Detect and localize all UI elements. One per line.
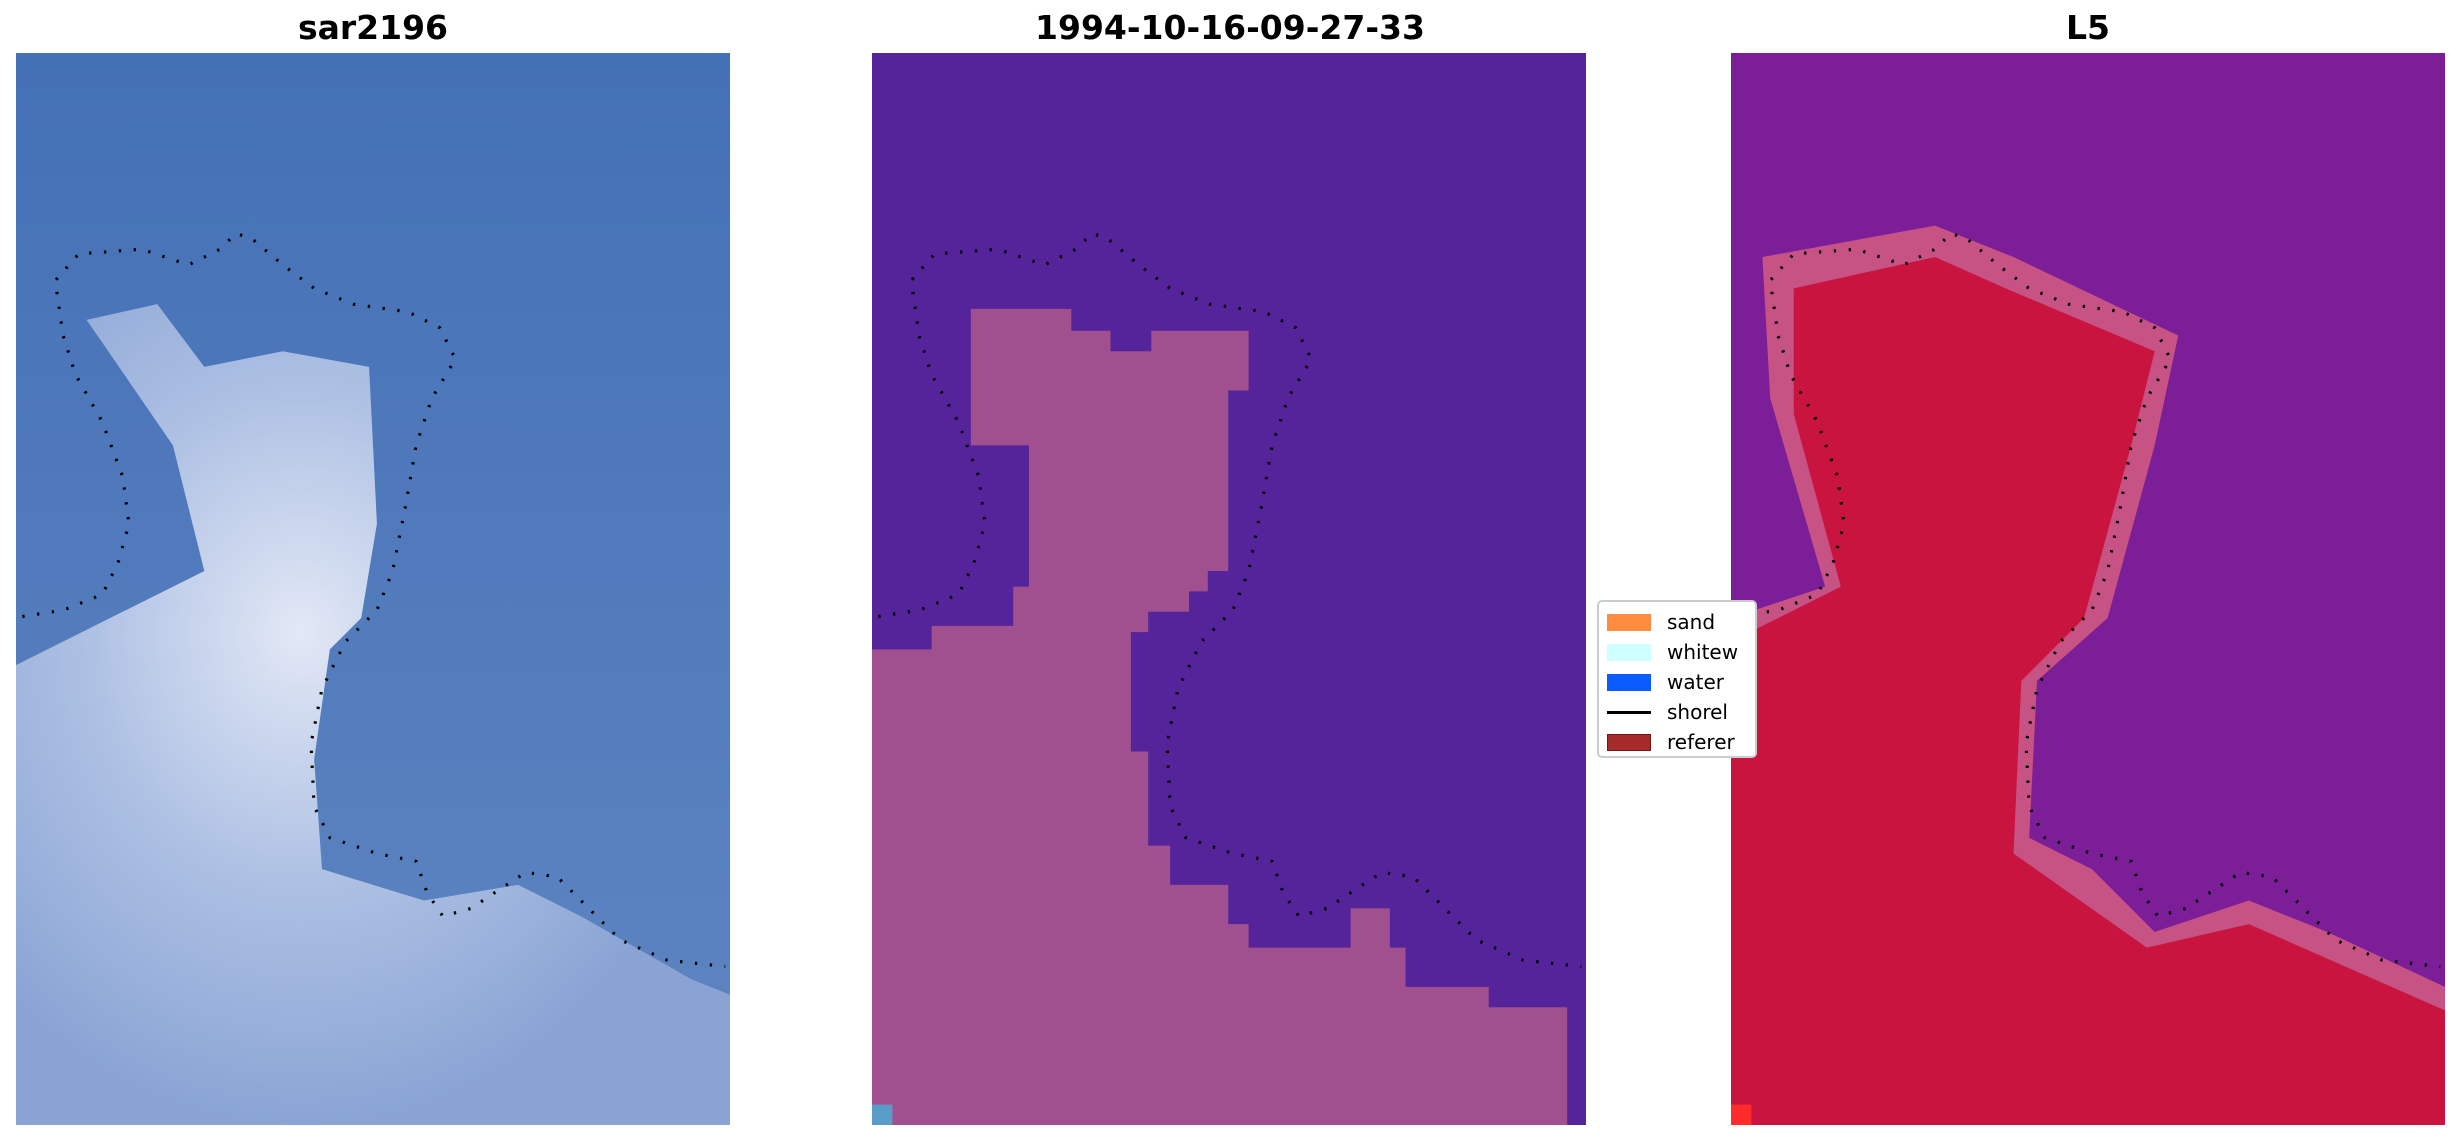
panel-title-3: L5	[2066, 8, 2110, 47]
sar-image-panel	[16, 53, 730, 1125]
legend-item-shoreline: shorel	[1607, 700, 1728, 724]
sand-swatch	[1607, 613, 1651, 631]
legend-item-reference: referer	[1607, 730, 1735, 754]
legend-label: shorel	[1667, 700, 1728, 724]
reference-swatch	[1607, 733, 1651, 751]
water-swatch	[1607, 673, 1651, 691]
legend-label: whitew	[1667, 640, 1739, 664]
legend-item-whitewater: whitew	[1607, 640, 1738, 664]
shoreline-line-icon	[1607, 710, 1651, 714]
panel-title-2: 1994-10-16-09-27-33	[1035, 8, 1425, 47]
l5-image-panel	[1731, 53, 2445, 1125]
legend-item-sand: sand	[1607, 610, 1715, 634]
legend: sand whitew water shorel referer	[1597, 600, 1757, 758]
classification-panel	[872, 53, 1586, 1125]
legend-label: referer	[1667, 730, 1735, 754]
legend-label: water	[1667, 670, 1724, 694]
legend-label: sand	[1667, 610, 1716, 634]
panel-title-1: sar2196	[297, 8, 449, 47]
legend-item-water: water	[1607, 670, 1724, 694]
whitewater-swatch	[1607, 643, 1651, 661]
